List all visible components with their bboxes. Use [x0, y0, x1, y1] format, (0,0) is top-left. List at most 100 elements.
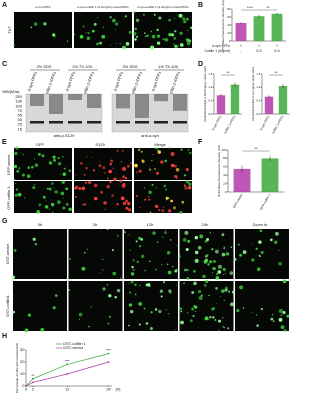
cell [75, 174, 77, 176]
cell [68, 169, 72, 173]
cell [173, 37, 177, 40]
cell [109, 170, 111, 172]
label: 30 [20, 347, 25, 352]
cell [283, 329, 287, 333]
cell [60, 191, 65, 196]
cell [224, 288, 228, 292]
micrograph [179, 281, 234, 331]
label: 20 [223, 181, 227, 185]
cell [212, 316, 215, 319]
cell [147, 196, 150, 198]
panel-letter: G [2, 218, 8, 225]
cell [98, 164, 102, 168]
band [116, 121, 130, 124]
cell [106, 228, 109, 231]
cell [113, 177, 117, 182]
label: GFP-vector [6, 154, 11, 175]
cell [63, 167, 66, 170]
label: ThT [7, 26, 12, 34]
cell [100, 190, 104, 194]
cell [146, 34, 149, 37]
cell [184, 186, 188, 190]
cell [16, 169, 20, 173]
cell [161, 263, 163, 265]
cell [256, 324, 259, 327]
cell [178, 13, 183, 18]
cell [54, 36, 56, 38]
cell [166, 250, 171, 255]
bar [271, 13, 283, 42]
cell [132, 268, 135, 271]
cell [168, 147, 171, 150]
cell [134, 283, 137, 286]
cell [145, 283, 149, 287]
point [31, 381, 34, 384]
smear [68, 94, 82, 100]
cell [32, 237, 36, 241]
cell [99, 41, 102, 45]
cell [169, 168, 171, 170]
cell [165, 309, 167, 311]
cell [221, 233, 225, 237]
cell [193, 269, 196, 273]
cell [116, 203, 119, 206]
cell [133, 11, 136, 14]
cell [132, 259, 135, 262]
cell [34, 163, 38, 167]
cell [155, 187, 157, 189]
cell [186, 312, 189, 314]
cell [119, 43, 121, 45]
label: Percentage of cells with inclusions(%) [15, 343, 19, 393]
cell [138, 301, 143, 306]
cell [74, 195, 77, 198]
cell [164, 230, 167, 232]
cell [272, 320, 275, 323]
cell [118, 178, 120, 180]
cell [106, 184, 111, 189]
cell [168, 32, 172, 37]
cell [225, 252, 230, 256]
cell [88, 325, 90, 328]
cell [255, 314, 258, 316]
cell [198, 295, 203, 300]
cell [207, 263, 210, 266]
smear [116, 94, 130, 109]
cell [75, 201, 77, 203]
cell [183, 20, 187, 24]
cell [157, 150, 162, 154]
label: 12 [65, 387, 70, 392]
cell [189, 319, 193, 323]
bar [261, 158, 279, 192]
cell [96, 42, 99, 46]
cell [56, 200, 61, 205]
cell [128, 282, 130, 284]
cell [15, 146, 19, 150]
cell [43, 22, 47, 26]
line [25, 361, 109, 387]
cell [152, 154, 154, 155]
cell [87, 180, 92, 185]
cell [109, 171, 111, 173]
cell [24, 197, 26, 199]
panel-letter: F [198, 139, 203, 146]
cell [33, 183, 36, 186]
label: 24 [106, 387, 111, 392]
cell [99, 272, 101, 274]
cell [86, 36, 91, 41]
cell [155, 268, 157, 271]
smear [49, 94, 63, 114]
label: 24h [202, 222, 209, 227]
cell [161, 209, 165, 212]
cell [174, 30, 177, 33]
smear [154, 94, 168, 102]
cell [239, 285, 244, 290]
cell [78, 187, 82, 190]
cell [168, 18, 171, 22]
cell [156, 241, 159, 244]
cell [38, 203, 42, 207]
cell [151, 34, 156, 39]
band [154, 121, 168, 124]
cell [86, 156, 88, 158]
cell [128, 208, 132, 212]
cell [129, 291, 132, 294]
